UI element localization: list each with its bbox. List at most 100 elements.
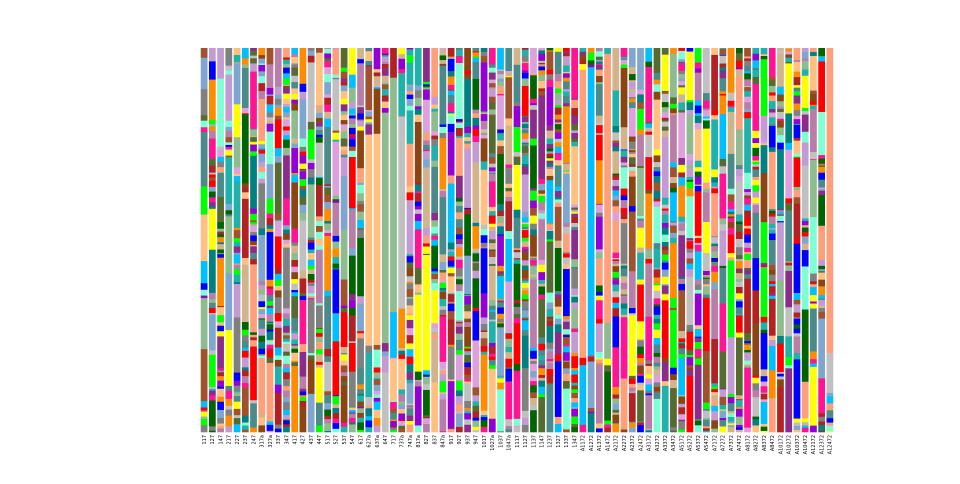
bar-segment: [687, 110, 694, 116]
bar-segment: [275, 117, 282, 120]
bar-segment: [621, 308, 628, 314]
x-tick-label: 147: [218, 435, 224, 445]
bar-segment: [332, 49, 339, 75]
bar-segment: [555, 105, 562, 108]
x-tick-label: 127: [210, 435, 216, 445]
bar-segment: [398, 116, 405, 308]
bar-segment: [522, 56, 529, 62]
bar-segment: [769, 240, 776, 265]
bar-segment: [448, 249, 455, 252]
bar-segment: [431, 160, 438, 167]
bar-segment: [777, 106, 784, 109]
bar-segment: [250, 222, 257, 224]
bar-segment: [225, 406, 232, 410]
bar-segment: [201, 349, 208, 401]
bar-segment: [481, 354, 488, 410]
bar-segment: [217, 173, 224, 196]
bar-segment: [258, 320, 265, 324]
bar-segment: [398, 359, 405, 389]
bar-segment: [505, 118, 512, 126]
bar-segment: [555, 186, 562, 191]
bar-segment: [794, 48, 801, 60]
bar-segment: [810, 160, 817, 217]
bar-segment: [785, 365, 792, 368]
bar-segment: [621, 303, 628, 308]
bar-segment: [505, 201, 512, 207]
bar-segment: [645, 189, 652, 193]
bar-segment: [324, 391, 331, 395]
bar-segment: [769, 299, 776, 336]
bar-segment: [670, 427, 677, 430]
bar-segment: [267, 121, 274, 124]
bar-segment: [719, 166, 726, 174]
bar-segment: [283, 104, 290, 107]
bar-segment: [258, 76, 265, 83]
bar-segment: [662, 102, 669, 107]
bar-segment: [415, 295, 422, 372]
bar-segment: [440, 374, 447, 381]
x-tick-label: 737a: [400, 435, 406, 448]
bar-segment: [563, 319, 570, 322]
bar-segment: [563, 362, 570, 369]
bar-segment: [489, 211, 496, 216]
bar-segment: [349, 115, 356, 118]
bar-segment: [489, 83, 496, 87]
bar-segment: [736, 67, 743, 69]
bar-segment: [596, 292, 603, 296]
bar-segment: [662, 137, 669, 198]
bar-segment: [308, 237, 315, 240]
bar-segment: [316, 303, 323, 305]
bar-segment: [308, 253, 315, 260]
bar-segment: [711, 262, 718, 266]
bar-segment: [456, 128, 463, 136]
bar-segment: [670, 177, 677, 183]
bar-segment: [547, 369, 554, 376]
bar-segment: [621, 167, 628, 189]
bar-segment: [744, 66, 751, 72]
bar-segment: [728, 218, 735, 222]
bar-stack-747a: [407, 48, 414, 432]
bar-segment: [291, 88, 298, 94]
bar-segment: [407, 276, 414, 282]
bar-segment: [505, 183, 512, 187]
bar-segment: [678, 71, 685, 75]
bar-segment: [497, 78, 504, 81]
bar-segment: [530, 138, 537, 145]
bar-segment: [398, 308, 405, 348]
bar-segment: [464, 79, 471, 127]
bar-segment: [719, 426, 726, 432]
bar-segment: [497, 129, 504, 133]
bar-segment: [423, 89, 430, 97]
bar-segment: [621, 127, 628, 150]
bar-segment: [687, 115, 694, 154]
bar-stack-A8472: [769, 48, 776, 432]
bar-segment: [818, 300, 825, 306]
bar-segment: [324, 118, 331, 127]
bar-segment: [481, 129, 488, 132]
bar-segment: [695, 425, 702, 432]
bar-segment: [357, 211, 364, 220]
bar-segment: [283, 247, 290, 308]
bar-segment: [818, 172, 825, 179]
bar-stack-A10172: [777, 48, 784, 432]
bar-segment: [687, 427, 694, 432]
bar-segment: [456, 122, 463, 128]
bar-segment: [324, 290, 331, 296]
bar-segment: [332, 423, 339, 429]
bar-segment: [678, 221, 685, 224]
bar-segment: [621, 200, 628, 208]
bar-segment: [678, 78, 685, 81]
bar-segment: [316, 365, 323, 368]
bar-segment: [728, 154, 735, 189]
bar-segment: [489, 109, 496, 114]
bar-segment: [489, 67, 496, 72]
bar-segment: [316, 216, 323, 221]
bar-segment: [448, 273, 455, 277]
bar-segment: [777, 112, 784, 119]
bar-segment: [267, 344, 274, 348]
bar-segment: [522, 166, 529, 174]
bar-segment: [217, 331, 224, 336]
bar-segment: [234, 246, 241, 253]
bar-segment: [316, 123, 323, 127]
bar-segment: [456, 256, 463, 259]
